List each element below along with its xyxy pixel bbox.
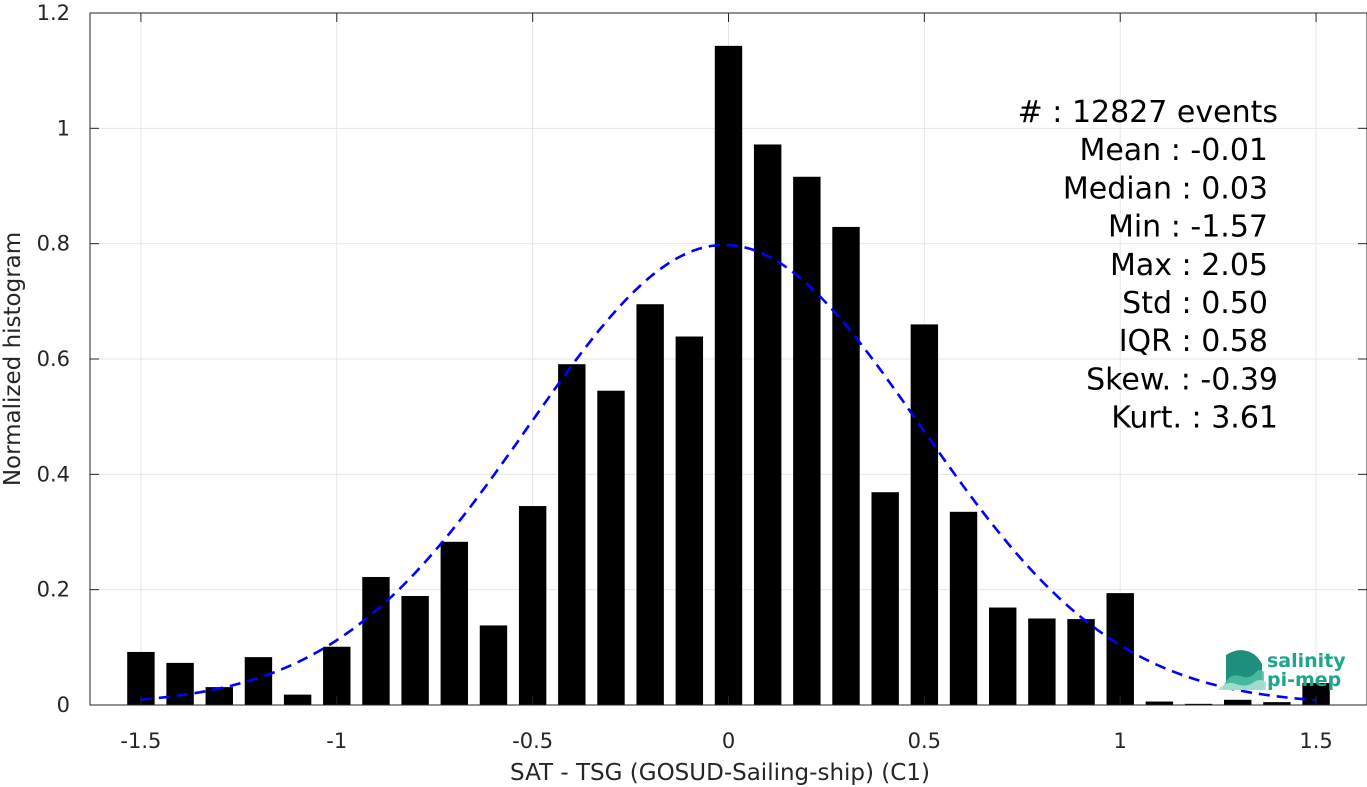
stat-line: Kurt. : 3.61: [1111, 401, 1278, 436]
stat-line: Skew. : -0.39: [1086, 362, 1278, 397]
x-axis-label: SAT - TSG (GOSUD-Sailing-ship) (C1): [510, 760, 930, 786]
stat-line: IQR : 0.58: [1119, 324, 1268, 359]
histogram-bar: [440, 541, 469, 705]
histogram-bar: [518, 506, 547, 705]
salinity-pi-mep-logo: salinity pi-mep: [1218, 650, 1346, 691]
wave-logo-icon: [1218, 650, 1266, 690]
logo-text-pi-mep: pi-mep: [1267, 669, 1341, 691]
y-tick-label: 0.4: [37, 462, 70, 486]
histogram-bar: [910, 324, 939, 705]
histogram-bar: [1145, 701, 1174, 705]
histogram-bar: [205, 687, 233, 705]
histogram-bar: [166, 662, 194, 705]
x-tick-label: 0: [722, 729, 735, 753]
histogram-bar: [362, 576, 390, 705]
histogram-bar: [283, 694, 312, 705]
x-tick-label: 1: [1114, 729, 1127, 753]
histogram-bar: [1028, 618, 1056, 705]
y-tick-label: 0.6: [37, 347, 70, 371]
histogram-bar: [871, 492, 899, 705]
histogram-bar: [1106, 593, 1134, 705]
histogram-bar: [1224, 699, 1252, 705]
logo-text-salinity: salinity: [1267, 650, 1346, 672]
histogram-bar: [558, 364, 586, 705]
histogram-bar: [714, 45, 743, 706]
histogram-bar: [1263, 702, 1291, 705]
stat-line: Std : 0.50: [1122, 286, 1268, 321]
gaussian-fit-curve: [140, 243, 1317, 702]
axis-ticks: [90, 12, 1367, 706]
x-tick-label: 0.5: [908, 729, 941, 753]
histogram-bar: [401, 596, 429, 705]
stat-line: Median : 0.03: [1063, 171, 1268, 206]
y-tick-label: 0: [57, 693, 70, 717]
histogram-bar: [675, 336, 704, 705]
histogram-bar: [988, 607, 1017, 705]
y-tick-labels: 0 0.2 0.4 0.6 0.8 1 1.2: [37, 1, 70, 717]
y-tick-label: 1: [57, 116, 70, 140]
y-tick-label: 0.8: [37, 232, 70, 256]
x-tick-label: 1.5: [1299, 729, 1332, 753]
y-tick-label: 0.2: [37, 578, 70, 602]
stat-line: Mean : -0.01: [1079, 133, 1268, 168]
x-tick-labels: -1.5 -1 -0.5 0 0.5 1 1.5: [120, 729, 1332, 753]
x-tick-label: -1.5: [120, 729, 161, 753]
histogram-bar: [323, 646, 351, 705]
y-tick-label: 1.2: [37, 1, 70, 25]
histogram-bar: [793, 176, 821, 706]
histogram-bar: [832, 226, 860, 705]
histogram-bar: [1184, 703, 1213, 705]
stat-line: # : 12827 events: [1018, 95, 1278, 130]
histogram-bars: [127, 45, 1330, 706]
histogram-bar: [479, 625, 508, 705]
histogram-bar: [636, 304, 664, 705]
histogram-bar: [1067, 619, 1095, 705]
x-tick-label: -0.5: [512, 729, 553, 753]
histogram-bar: [753, 144, 782, 706]
stat-line: Max : 2.05: [1110, 248, 1268, 283]
histogram-bar: [1302, 683, 1330, 705]
x-tick-label: -1: [326, 729, 347, 753]
stat-line: Min : -1.57: [1108, 210, 1268, 245]
histogram-bar: [597, 390, 625, 705]
histogram-bar: [949, 511, 978, 705]
y-axis-label: Normalized histogram: [0, 232, 26, 486]
